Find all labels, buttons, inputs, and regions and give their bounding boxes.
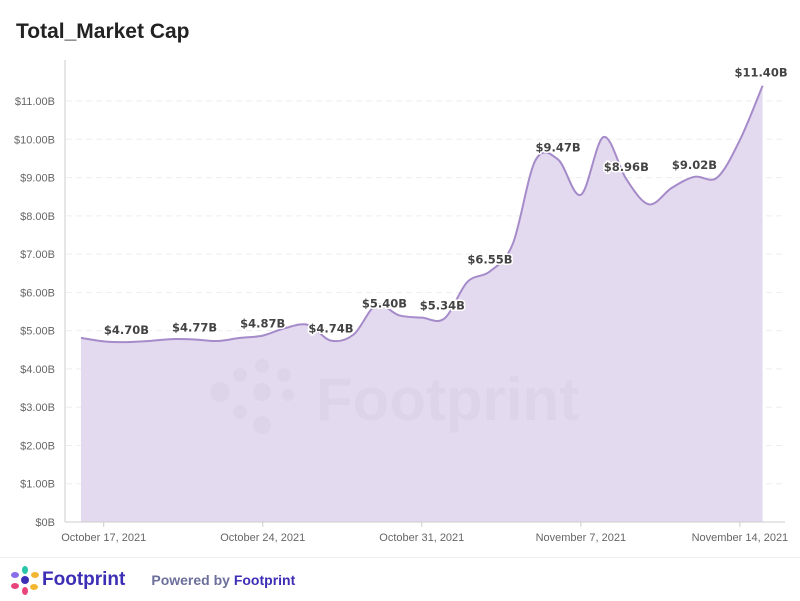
data-label: $6.55B bbox=[467, 252, 512, 266]
data-label: $4.87B bbox=[240, 317, 285, 331]
footer: Footprint Powered by Footprint bbox=[0, 557, 800, 601]
y-tick-label: $0B bbox=[35, 517, 55, 529]
x-tick-label: October 31, 2021 bbox=[379, 532, 464, 544]
area-fill bbox=[81, 85, 763, 523]
x-tick-label: November 7, 2021 bbox=[536, 532, 627, 544]
data-label: $4.70B bbox=[104, 323, 149, 337]
brand-name: Footprint bbox=[42, 568, 126, 590]
footprint-logo[interactable]: Footprint bbox=[8, 565, 125, 595]
powered-brand: Footprint bbox=[233, 571, 296, 588]
x-tick-label: November 14, 2021 bbox=[692, 532, 789, 544]
data-label: $9.47B bbox=[536, 141, 581, 155]
y-tick-label: $7.00B bbox=[20, 249, 55, 261]
data-label: $4.74B bbox=[308, 322, 353, 336]
x-tick-label: October 17, 2021 bbox=[61, 532, 146, 544]
y-tick-label: $6.00B bbox=[20, 287, 55, 299]
x-tick-label: October 24, 2021 bbox=[220, 532, 305, 544]
data-label: $5.34B bbox=[420, 299, 465, 313]
y-tick-label: $5.00B bbox=[20, 326, 55, 338]
y-tick-label: $2.00B bbox=[20, 440, 55, 452]
y-tick-label: $9.00B bbox=[20, 173, 55, 185]
powered-by[interactable]: Powered by Footprint bbox=[151, 572, 295, 588]
data-label: $8.96B bbox=[604, 160, 649, 174]
series-line bbox=[80, 85, 764, 344]
y-tick-label: $11.00B bbox=[15, 96, 55, 108]
data-label: $5.40B bbox=[362, 296, 407, 310]
data-label: $9.02B bbox=[672, 158, 717, 172]
y-tick-label: $8.00B bbox=[20, 211, 55, 223]
area-chart: Footprint $0B $1.00B $2.00B $3.00B $4.00B $5.… bbox=[14, 60, 789, 544]
footprint-logo-icon bbox=[11, 565, 39, 595]
y-tick-label: $3.00B bbox=[20, 402, 55, 414]
powered-prefix: Powered by bbox=[151, 571, 234, 588]
data-label: $4.77B bbox=[172, 320, 217, 334]
y-tick-label: $10.00B bbox=[14, 134, 55, 146]
chart-title: Total_Market Cap bbox=[16, 20, 190, 43]
watermark: Footprint bbox=[210, 359, 579, 434]
data-label: $11.40B bbox=[734, 66, 787, 80]
watermark-text: Footprint bbox=[316, 366, 579, 433]
y-tick-label: $4.00B bbox=[20, 364, 55, 376]
y-tick-label: $1.00B bbox=[20, 479, 55, 491]
